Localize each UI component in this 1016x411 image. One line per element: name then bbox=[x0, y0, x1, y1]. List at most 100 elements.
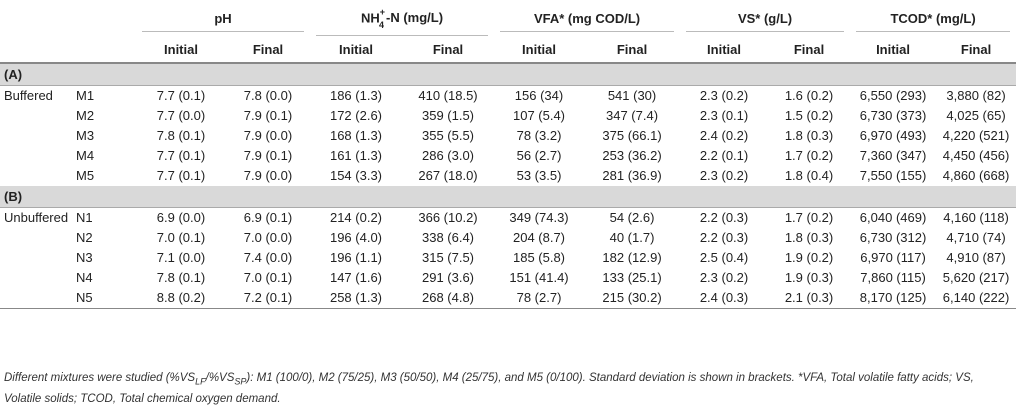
table-cell: 172 (2.6) bbox=[329, 108, 383, 123]
table-cell: 253 (36.2) bbox=[602, 148, 662, 163]
table-cell: 7.9 (0.1) bbox=[243, 108, 293, 123]
header-empty bbox=[0, 2, 70, 38]
table-cell: 2.2 (0.3) bbox=[699, 210, 749, 225]
table-cell: 196 (4.0) bbox=[329, 230, 383, 245]
table-cell: 7.0 (0.0) bbox=[243, 230, 293, 245]
table-row: Unbuffered N1 6.9 (0.0) 6.9 (0.1) 214 (0.2) 3… bbox=[0, 208, 1016, 229]
table-cell: 78 (2.7) bbox=[494, 288, 585, 309]
table-cell: 54 (2.6) bbox=[609, 210, 655, 225]
table-cell: 267 (18.0) bbox=[418, 168, 478, 183]
header-initial: Initial bbox=[680, 38, 769, 64]
table-cell: 2.1 (0.3) bbox=[768, 288, 851, 309]
table-cell: 5,620 (217) bbox=[942, 270, 1010, 285]
table-cell: 196 (1.1) bbox=[329, 250, 383, 265]
table-cell: 7,860 (115) bbox=[860, 270, 926, 285]
table-cell: 7.7 (0.0) bbox=[156, 108, 206, 123]
table-cell: 7.9 (0.0) bbox=[243, 128, 293, 143]
mixture-id: N1 bbox=[76, 210, 93, 225]
mixture-id: M3 bbox=[76, 128, 95, 143]
table-cell: 258 (1.3) bbox=[310, 288, 402, 309]
table-cell: 214 (0.2) bbox=[329, 210, 383, 225]
group-label bbox=[0, 288, 70, 309]
header-final: Final bbox=[768, 38, 851, 64]
table-row: N2 7.0 (0.1) 7.0 (0.0) 196 (4.0) 338 (6.4) 20… bbox=[0, 228, 1016, 248]
table-cell: 1.5 (0.2) bbox=[784, 108, 834, 123]
table-cell: 186 (1.3) bbox=[329, 88, 383, 103]
table-cell: 56 (2.7) bbox=[516, 148, 562, 163]
table-cell: 4,220 (521) bbox=[942, 128, 1010, 143]
table-cell: 204 (8.7) bbox=[512, 230, 566, 245]
table-cell: 2.3 (0.2) bbox=[699, 88, 749, 103]
table-cell: 7.0 (0.1) bbox=[156, 230, 206, 245]
section-label-b: (B) bbox=[0, 186, 1016, 208]
mixture-id: M1 bbox=[76, 88, 95, 103]
mixture-id: M5 bbox=[76, 168, 95, 183]
table-cell: 7.1 (0.0) bbox=[156, 250, 206, 265]
table-cell: 156 (34) bbox=[514, 88, 564, 103]
table-row: M5 7.7 (0.1) 7.9 (0.0) 154 (3.3) 267 (18.0) 5… bbox=[0, 166, 1016, 186]
table-row: N5 8.8 (0.2) 7.2 (0.1) 258 (1.3) 268 (4.8) 78… bbox=[0, 288, 1016, 309]
table-cell: 147 (1.6) bbox=[329, 270, 383, 285]
table-cell: 1.8 (0.3) bbox=[784, 230, 834, 245]
table-cell: 6,140 (222) bbox=[936, 288, 1016, 309]
header-vs: VS* (g/L) bbox=[680, 2, 850, 38]
table-row: M4 7.7 (0.1) 7.9 (0.1) 161 (1.3) 286 (3.0) 56… bbox=[0, 146, 1016, 166]
table-cell: 7.7 (0.1) bbox=[156, 168, 206, 183]
table-cell: 349 (74.3) bbox=[509, 210, 569, 225]
table-row: M2 7.7 (0.0) 7.9 (0.1) 172 (2.6) 359 (1.5) 10… bbox=[0, 106, 1016, 126]
table-cell: 182 (12.9) bbox=[602, 250, 662, 265]
table-cell: 1.7 (0.2) bbox=[784, 148, 834, 163]
table-cell: 7,360 (347) bbox=[859, 148, 927, 163]
group-label: Unbuffered bbox=[4, 210, 69, 225]
table-cell: 78 (3.2) bbox=[516, 128, 562, 143]
table-cell: 338 (6.4) bbox=[421, 230, 475, 245]
table-cell: 154 (3.3) bbox=[329, 168, 383, 183]
table-cell: 7.9 (0.0) bbox=[243, 168, 293, 183]
section-buffered: (A) Buffered M1 7.7 (0.1) 7.8 (0.0) 186 (1.3… bbox=[0, 62, 1016, 186]
table-cell: 2.4 (0.3) bbox=[680, 288, 769, 309]
table-cell: 4,710 (74) bbox=[946, 230, 1006, 245]
mixture-id: N4 bbox=[76, 270, 93, 285]
table-cell: 8.8 (0.2) bbox=[136, 288, 226, 309]
section-label-a: (A) bbox=[0, 64, 1016, 86]
table-cell: 7.7 (0.1) bbox=[156, 148, 206, 163]
header-empty bbox=[70, 2, 136, 38]
table-cell: 2.5 (0.4) bbox=[699, 250, 749, 265]
header-final: Final bbox=[936, 38, 1016, 64]
table-cell: 107 (5.4) bbox=[512, 108, 566, 123]
results-table: pH NH+4 -N (mg/L) VFA* (mg COD/L) VS* (g/… bbox=[0, 2, 1016, 309]
mixture-id: N2 bbox=[76, 230, 93, 245]
table-cell: 4,450 (456) bbox=[942, 148, 1010, 163]
table-cell: 410 (18.5) bbox=[418, 88, 478, 103]
table-cell: 2.3 (0.2) bbox=[699, 168, 749, 183]
table-cell: 185 (5.8) bbox=[512, 250, 566, 265]
table-cell: 291 (3.6) bbox=[421, 270, 475, 285]
table-cell: 1.9 (0.3) bbox=[784, 270, 834, 285]
table-cell: 315 (7.5) bbox=[421, 250, 475, 265]
group-label bbox=[0, 166, 70, 186]
mixture-id: N3 bbox=[76, 250, 93, 265]
table-cell: 2.3 (0.1) bbox=[699, 108, 749, 123]
table-cell: 541 (30) bbox=[607, 88, 657, 103]
table-row: M3 7.8 (0.1) 7.9 (0.0) 168 (1.3) 355 (5.5) 78… bbox=[0, 126, 1016, 146]
table-cell: 53 (3.5) bbox=[516, 168, 562, 183]
table-cell: 2.3 (0.2) bbox=[699, 270, 749, 285]
table-cell: 151 (41.4) bbox=[509, 270, 569, 285]
group-label: Buffered bbox=[4, 88, 53, 103]
table-cell: 168 (1.3) bbox=[329, 128, 383, 143]
group-label bbox=[0, 126, 70, 146]
group-label bbox=[0, 268, 70, 288]
table-cell: 4,160 (118) bbox=[943, 210, 1009, 225]
group-label bbox=[0, 146, 70, 166]
header-row-sub: Initial Final Initial Final Initial Fina… bbox=[0, 38, 1016, 64]
table-cell: 7.7 (0.1) bbox=[156, 88, 206, 103]
header-initial: Initial bbox=[136, 38, 226, 64]
table-cell: 6,730 (373) bbox=[859, 108, 927, 123]
table-cell: 161 (1.3) bbox=[329, 148, 383, 163]
table-cell: 375 (66.1) bbox=[602, 128, 662, 143]
table-cell: 7.9 (0.1) bbox=[243, 148, 293, 163]
table-cell: 1.8 (0.3) bbox=[784, 128, 834, 143]
table-cell: 6.9 (0.1) bbox=[243, 210, 293, 225]
table-cell: 2.2 (0.1) bbox=[699, 148, 749, 163]
header-initial: Initial bbox=[494, 38, 585, 64]
